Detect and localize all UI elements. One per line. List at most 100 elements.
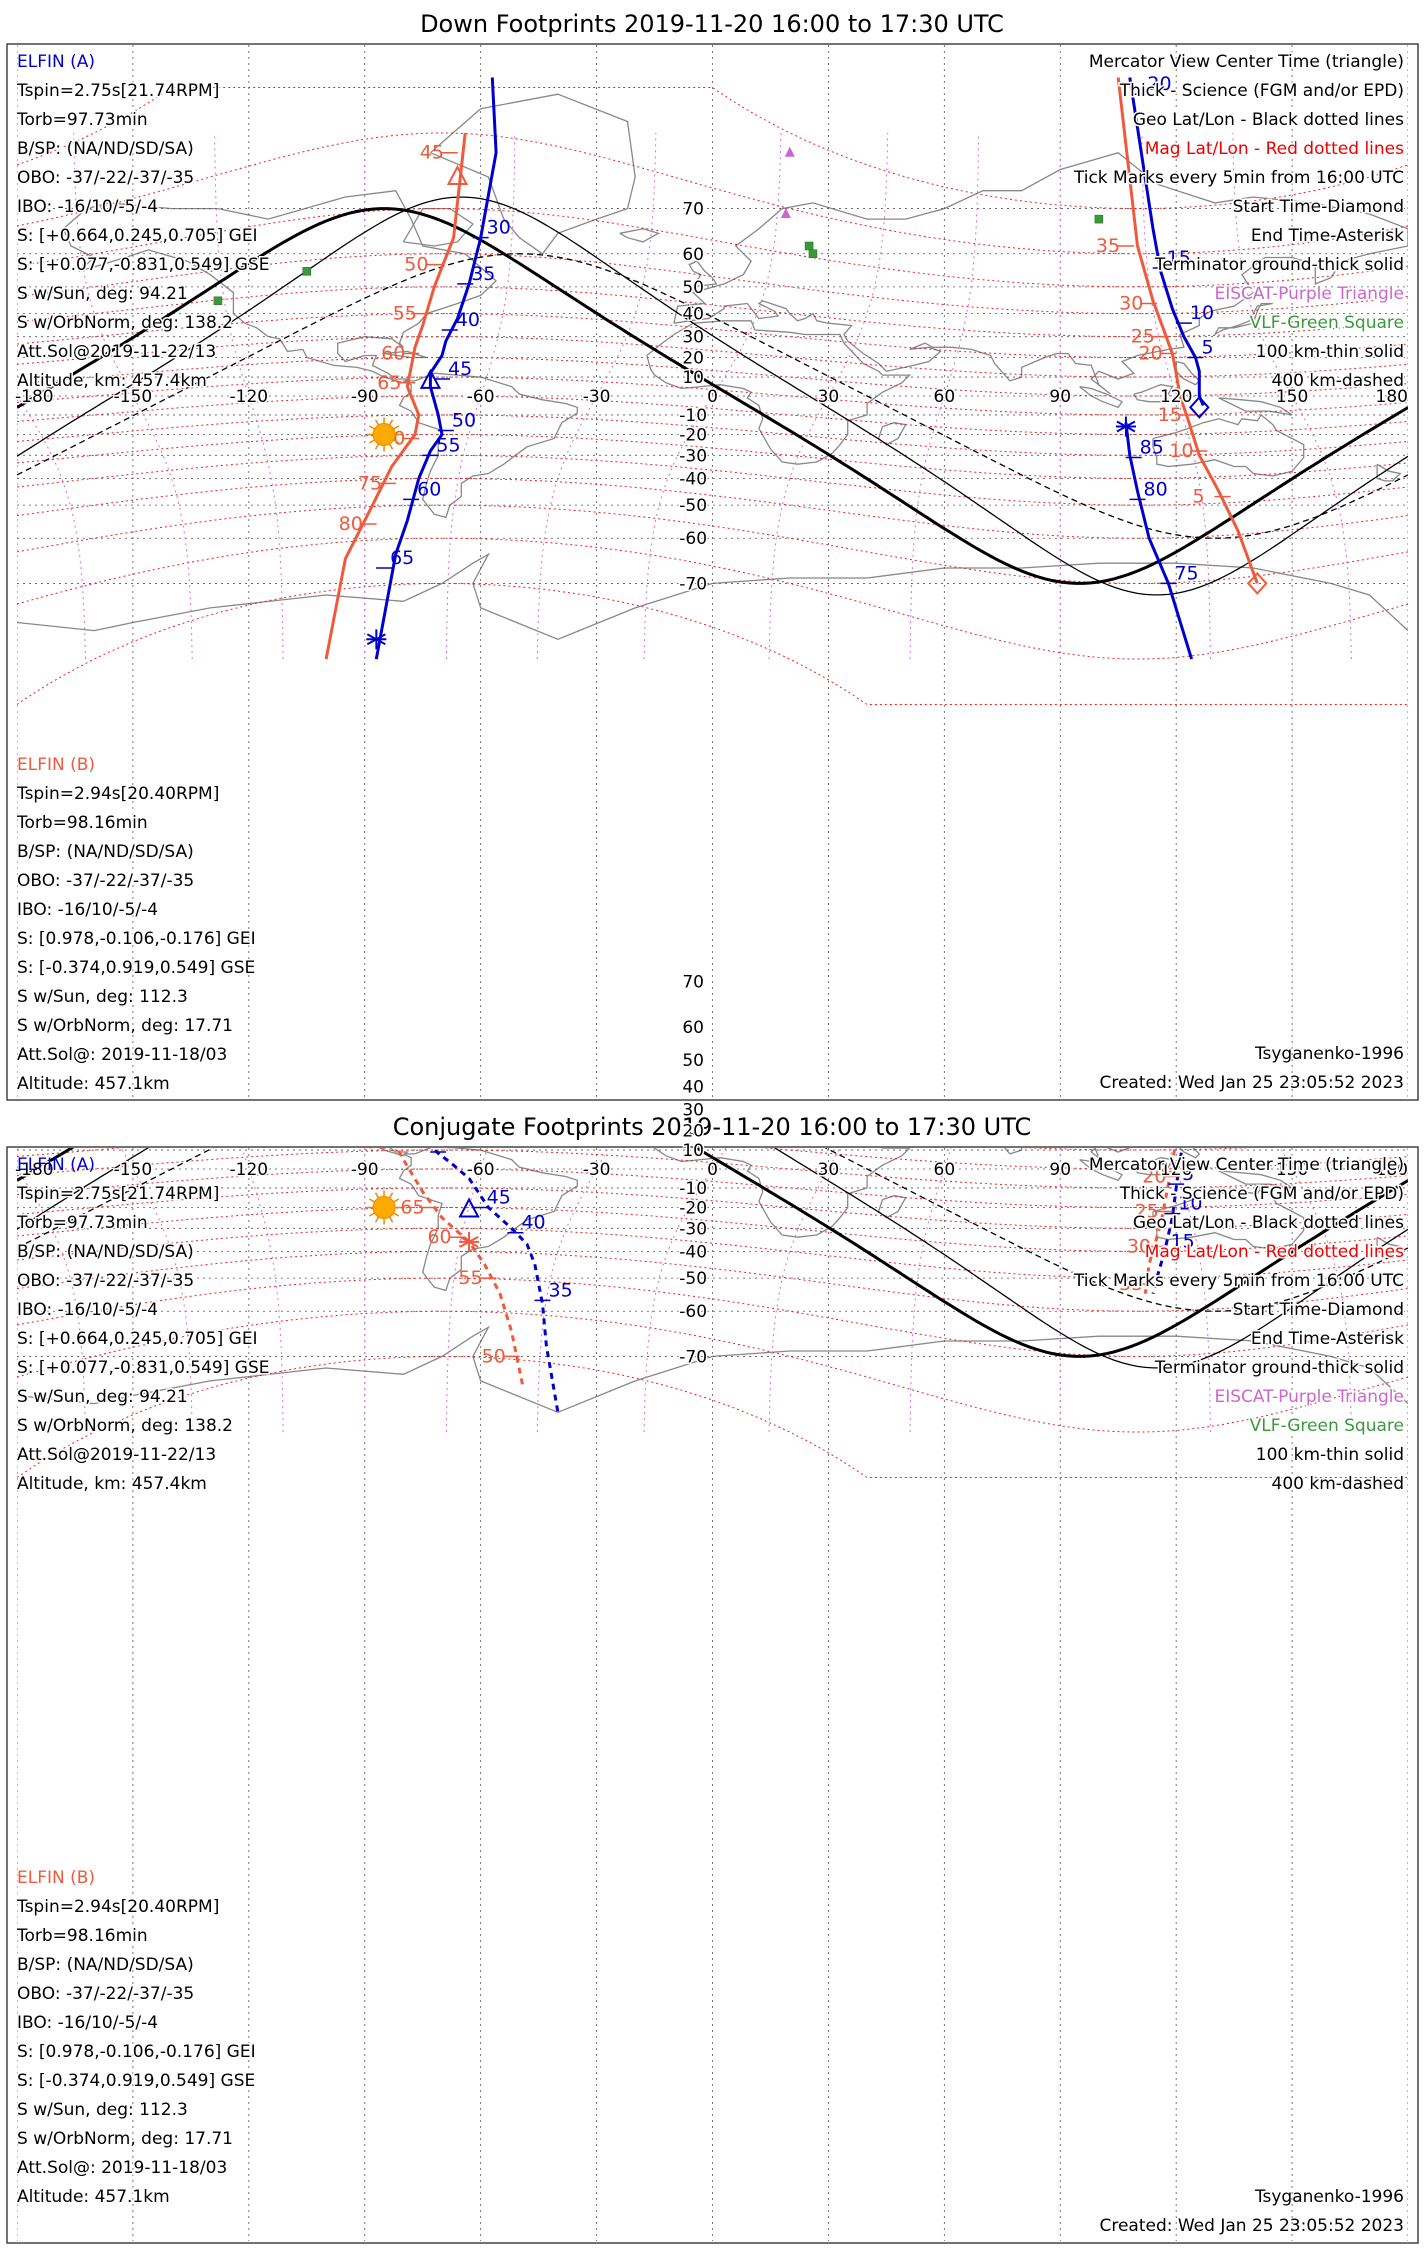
terminator-ground — [17, 207, 1408, 585]
mag-parallel — [17, 1148, 1408, 1170]
info-line: Torb=98.16min — [16, 813, 148, 833]
tick-label-b: 85 — [354, 1043, 378, 1065]
track-a-side — [1083, 970, 1087, 1110]
coastline-borneo — [1133, 384, 1174, 403]
track-b-main — [324, 132, 467, 660]
tick-label-b: 25 — [1135, 1201, 1159, 1223]
info-line: S w/OrbNorm, deg: 17.71 — [17, 2129, 233, 2149]
tick-label-b: 35 — [1119, 1273, 1143, 1295]
tick-label-b: 70 — [366, 1131, 390, 1153]
terminator-400km — [17, 1148, 1408, 1312]
coastline-borneo — [1133, 1157, 1174, 1176]
tick-label-b: 55 — [458, 1267, 482, 1289]
tick-label-a: 45 — [487, 1186, 511, 1208]
sat-b-info: ELFIN (B) Tspin=2.94s[20.40RPM] Torb=98.1… — [15, 1868, 258, 2209]
info-line: S w/Sun, deg: 94.21 — [17, 1387, 188, 1407]
sat-a-info: ELFIN (A) Tspin=2.75s[21.74RPM] Torb=97.7… — [15, 52, 272, 393]
lat-tick-label: -30 — [679, 1219, 707, 1239]
lat-tick-label: 20 — [682, 349, 704, 369]
tick-label-a: 60 — [417, 478, 441, 500]
tick-label-b: 80 — [354, 1080, 378, 1102]
info-line: S w/Sun, deg: 112.3 — [17, 2100, 188, 2120]
legend-entry: Tick Marks every 5min from 16:00 UTC — [1073, 1271, 1404, 1291]
info-line: OBO: -37/-22/-37/-35 — [17, 168, 194, 188]
tick-label-a: 5 — [1201, 337, 1213, 359]
track-a-side — [1128, 77, 1205, 406]
lon-tick-label: 150 — [1276, 387, 1308, 407]
info-line: IBO: -16/10/-5/-4 — [17, 2013, 158, 2033]
coastline-north-america — [62, 189, 498, 384]
legend-entry: Mag Lat/Lon - Red dotted lines — [1145, 139, 1404, 159]
info-line: IBO: -16/10/-5/-4 — [17, 900, 158, 920]
info-line: IBO: -16/10/-5/-4 — [17, 1300, 158, 1320]
coastlines — [17, 867, 1408, 1414]
legend: Mercator View Center Time (triangle) Thic… — [1071, 1154, 1405, 1496]
tick-label-b: 15 — [1162, 1099, 1186, 1121]
mag-meridian — [1279, 1148, 1352, 1433]
coastline-greenland — [430, 867, 635, 1027]
conjugate-footprints-panel: Conjugate Footprints 2019-11-20 16:00 to… — [6, 867, 1419, 2244]
end-asterisk — [459, 1231, 480, 1252]
legend-entry: Geo Lat/Lon - Black dotted lines — [1133, 110, 1404, 130]
legend-entry: Geo Lat/Lon - Black dotted lines — [1133, 1213, 1404, 1233]
mag-parallel — [17, 395, 1408, 435]
model-label: Tsyganenko-1996 — [1254, 1044, 1404, 1064]
lat-tick-label: 10 — [682, 1141, 704, 1161]
mag-meridian — [120, 1148, 193, 1433]
view-center-triangle — [458, 1197, 480, 1218]
tick-labels: 3035404550556065201510585807545505560657… — [339, 73, 1231, 584]
sun-icon — [367, 1190, 402, 1225]
coastline-philippines — [1178, 1148, 1201, 1159]
tick-label-a: 40 — [521, 1212, 545, 1234]
terminator-400km — [17, 253, 1408, 539]
lon-tick-label: -90 — [351, 1160, 379, 1180]
lon-tick-label: -30 — [583, 387, 611, 407]
lat-tick-label: 20 — [682, 1122, 704, 1142]
track-b-side — [1116, 77, 1259, 584]
start-diamond — [1189, 395, 1210, 419]
info-line: Tspin=2.94s[20.40RPM] — [16, 1897, 219, 1917]
tick-label-b: 65 — [377, 372, 401, 394]
lat-tick-label: 60 — [682, 245, 704, 265]
end-asterisk — [1115, 416, 1136, 437]
info-line: Altitude: 457.1km — [17, 2187, 170, 2207]
tick-label-a: 10 — [1178, 1193, 1202, 1215]
tick-label-a: 50 — [452, 410, 476, 432]
tick-label-b: 45 — [420, 142, 444, 164]
tick-label-a: 85 — [1093, 1045, 1117, 1067]
mag-parallel — [17, 1187, 1408, 1229]
sun-ray — [374, 1216, 380, 1223]
vlf-square — [214, 1070, 222, 1078]
vlf-square — [213, 296, 223, 306]
vlf-square — [808, 249, 818, 259]
tick-label-b: 50 — [482, 1345, 506, 1367]
lat-tick-label: 50 — [682, 1051, 704, 1071]
coastline-new-zealand — [1376, 1236, 1402, 1255]
legend-entry: VLF-Green Square — [1250, 313, 1404, 333]
lat-tick-label: -40 — [679, 1242, 707, 1262]
sun-ray — [388, 1216, 394, 1223]
legend-entry: 100 km-thin solid — [1256, 342, 1404, 362]
info-line: Tspin=2.75s[21.74RPM] — [16, 1184, 219, 1204]
mag-parallel — [17, 357, 1408, 397]
lon-tick-label: -180 — [15, 1160, 54, 1180]
tick-label-a: 5 — [1182, 1163, 1194, 1185]
info-line: B/SP: (NA/ND/SD/SA) — [17, 139, 194, 159]
coastline-antarctica — [17, 1325, 1408, 1414]
info-line: S: [-0.374,0.919,0.549] GSE — [17, 2071, 255, 2091]
view-center-triangle — [446, 164, 469, 186]
mag-meridian — [536, 132, 657, 660]
tick-label-a: 85 — [1140, 437, 1164, 459]
tick-label-a: 20 — [1147, 73, 1171, 95]
tick-label-b: 65 — [400, 1196, 424, 1218]
lat-tick-label: -10 — [679, 406, 707, 426]
legend-entry: EISCAT-Purple Triangle — [1214, 1387, 1404, 1407]
lon-tick-label: 150 — [1276, 1160, 1308, 1180]
tick-label-b: 35 — [1096, 235, 1120, 257]
terminator-100km — [17, 196, 1408, 596]
tick-label-b: 60 — [381, 342, 405, 364]
start-diamond — [1246, 571, 1268, 595]
lat-tick-label: 70 — [682, 973, 704, 993]
vlf-square — [1095, 988, 1103, 996]
mag-parallel — [17, 1356, 1408, 1478]
